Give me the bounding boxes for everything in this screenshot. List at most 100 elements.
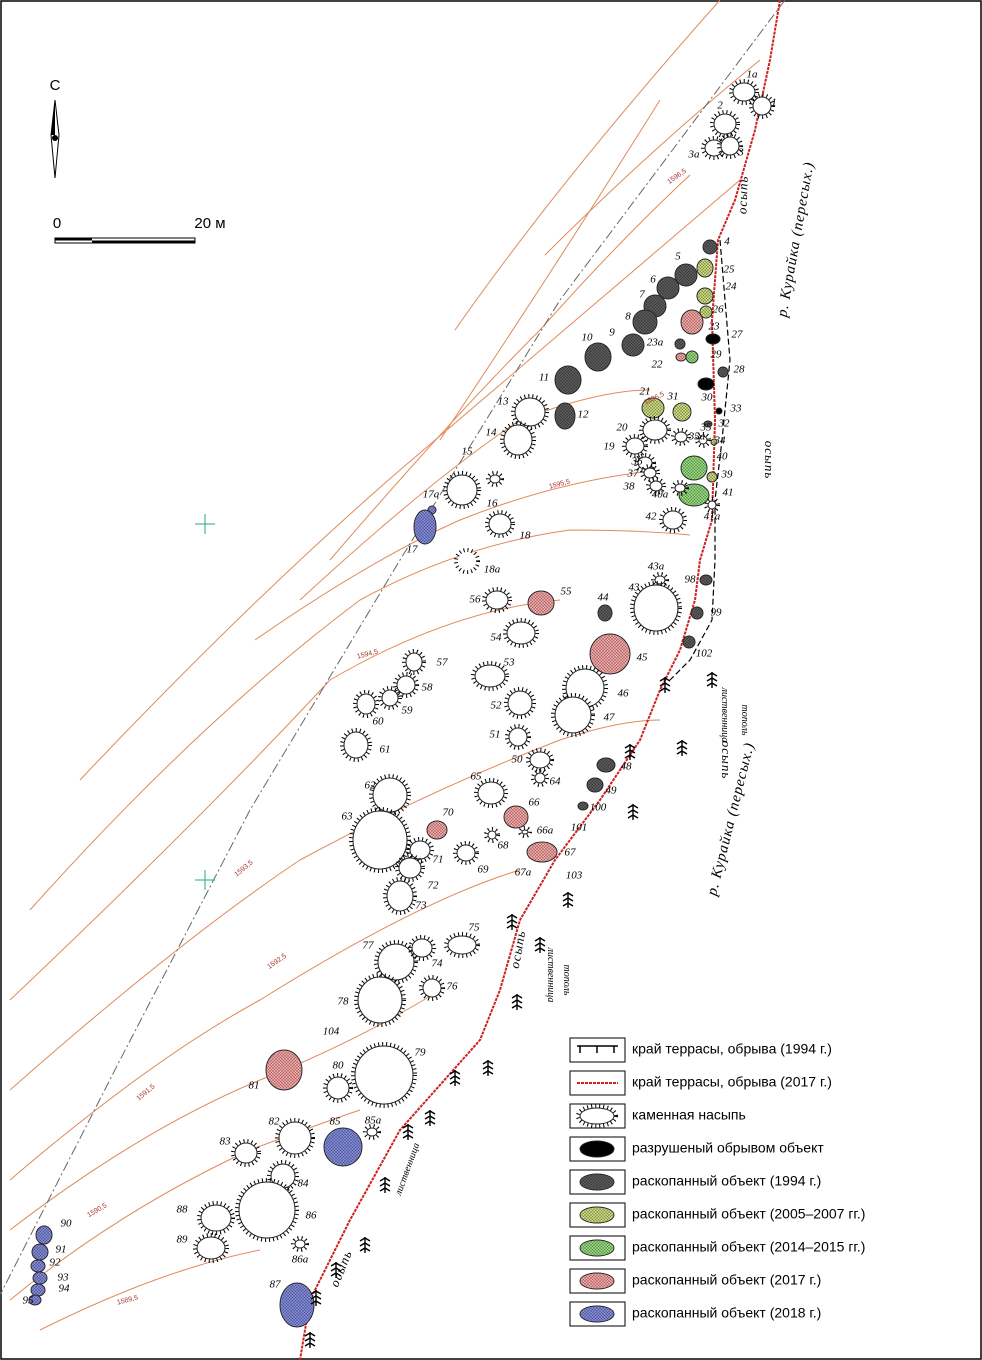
object-label: 86а	[292, 1254, 309, 1266]
object	[529, 751, 551, 769]
object-ticks	[354, 973, 406, 1027]
tree	[627, 804, 639, 820]
object-label: 18	[520, 530, 532, 542]
object-label: 52	[491, 700, 503, 712]
north-arrow: С	[50, 77, 61, 179]
tree-label: тополь	[561, 965, 572, 996]
object-label: 38	[623, 481, 636, 493]
object-label: 44	[598, 592, 610, 604]
object-hatch	[692, 608, 702, 618]
object-ticks	[704, 497, 720, 513]
object-label: 40а	[652, 489, 669, 501]
object	[409, 840, 431, 860]
object	[485, 590, 509, 610]
object-hatch	[701, 576, 711, 584]
object-label: 91	[56, 1244, 67, 1256]
object-hatch	[598, 759, 614, 771]
object	[446, 474, 478, 506]
object	[507, 690, 533, 716]
object-ticks	[659, 507, 687, 533]
object-label: 23а	[647, 337, 664, 349]
object-hatch	[34, 1273, 46, 1283]
object-hatch	[712, 440, 716, 444]
object	[642, 419, 668, 441]
object-ticks	[454, 548, 480, 574]
object-label: 21	[640, 386, 651, 398]
object-ticks	[235, 1178, 299, 1242]
object	[326, 1076, 350, 1100]
object-hatch	[623, 335, 643, 355]
object-ticks	[729, 79, 759, 105]
object-ticks	[231, 1139, 261, 1167]
object	[674, 431, 688, 443]
object-ticks	[504, 687, 536, 719]
object	[343, 731, 369, 759]
scale-start: 0	[53, 215, 61, 232]
legend-label: раскопанный объект (2005–2007 гг.)	[632, 1206, 865, 1222]
object	[487, 830, 497, 840]
object-ticks	[349, 807, 411, 873]
object	[200, 1204, 232, 1232]
object-hatch	[281, 1284, 313, 1326]
object-label: 46	[618, 688, 630, 700]
object-ticks	[671, 428, 691, 446]
object-ticks	[486, 471, 504, 487]
object-hatch	[719, 368, 727, 376]
legend-swatch-hatch	[581, 1208, 613, 1222]
object-ticks	[291, 1236, 309, 1252]
object	[477, 781, 505, 805]
object	[411, 938, 433, 958]
object-label: 36	[631, 456, 644, 468]
tree	[506, 914, 518, 930]
object	[396, 675, 416, 695]
object-label: 79	[415, 1047, 427, 1059]
scree-label: осыпь	[719, 741, 734, 780]
scree-label: осыпь	[762, 441, 777, 480]
object-hatch	[701, 307, 711, 317]
legend-swatch-hatch	[581, 1241, 613, 1255]
object-label: 41	[723, 487, 734, 499]
object	[503, 424, 533, 456]
object-hatch	[687, 352, 697, 362]
object-label: 27	[732, 329, 744, 341]
object-label: 63	[342, 811, 354, 823]
object	[654, 575, 666, 585]
object-label: 3	[737, 147, 744, 159]
object-ticks	[393, 672, 419, 698]
object-ticks	[193, 1233, 229, 1263]
tree	[706, 672, 718, 688]
object-label: 5	[675, 251, 681, 263]
object	[633, 584, 679, 632]
object-label: 103	[566, 870, 583, 882]
object-ticks	[374, 940, 418, 984]
object-label: 94	[59, 1283, 71, 1295]
legend: край террасы, обрыва (1994 г.) край терра…	[565, 1034, 883, 1332]
object-ticks	[408, 935, 436, 961]
object-label: 41а	[704, 511, 721, 523]
legend-label: край террасы, обрыва (2017 г.)	[632, 1074, 832, 1090]
object	[234, 1142, 258, 1164]
object-hatch	[529, 592, 553, 614]
object-ticks	[640, 464, 660, 482]
object	[377, 943, 415, 981]
object	[732, 82, 756, 102]
object	[196, 1236, 226, 1260]
object-hatch	[684, 637, 694, 647]
object-hatch	[708, 473, 716, 481]
object-ticks	[646, 477, 666, 495]
tree	[676, 740, 688, 756]
object-hatch	[682, 311, 702, 333]
object-label: 93	[58, 1272, 70, 1284]
legend-swatch	[579, 1140, 615, 1158]
object-ticks	[634, 453, 656, 473]
object-label: 73	[416, 900, 428, 912]
object-label: 40	[717, 451, 729, 463]
object-label: 14	[486, 427, 498, 439]
object-label: 62	[365, 780, 377, 792]
object-hatch	[698, 260, 712, 276]
object-ticks	[323, 1073, 353, 1103]
object-hatch	[591, 635, 629, 673]
object-label: 32	[718, 418, 731, 430]
object-label: 9	[609, 327, 615, 339]
